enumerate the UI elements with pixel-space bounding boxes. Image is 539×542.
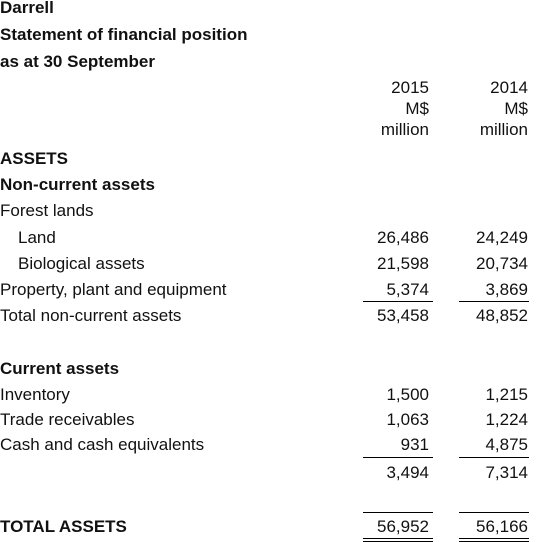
total-assets-label: TOTAL ASSETS [0, 517, 127, 536]
column-header-2015-year: 2015 [391, 78, 429, 97]
company-name: Darrell [0, 0, 54, 17]
total-assets-2014: 56,166 [476, 517, 528, 536]
row-inventory-label: Inventory [0, 385, 70, 404]
row-cash-2015: 931 [400, 435, 429, 454]
total-noncurrent-2014: 48,852 [476, 306, 528, 325]
row-land-label: Land [18, 228, 56, 247]
column-header-2014-currency: M$ [504, 99, 528, 118]
total-assets-2015: 56,952 [377, 517, 429, 536]
assets-heading: ASSETS [0, 149, 69, 168]
row-biological-2014: 20,734 [476, 254, 528, 273]
row-biological-label: Biological assets [18, 254, 145, 273]
row-biological-2015: 21,598 [377, 254, 429, 273]
row-inventory-2015: 1,500 [386, 385, 429, 404]
column-header-2014-unit: million [479, 120, 528, 139]
current-subtotal-2014: 7,314 [485, 463, 528, 482]
noncurrent-heading: Non-current assets [0, 175, 155, 194]
rule-noncurrent-2015 [363, 301, 433, 302]
total-noncurrent-2015: 53,458 [377, 306, 429, 325]
row-receivables-2015: 1,063 [386, 410, 429, 429]
current-heading: Current assets [0, 359, 120, 378]
total-noncurrent-label: Total non-current assets [0, 306, 182, 325]
row-receivables-2014: 1,224 [485, 410, 528, 429]
row-cash-2014: 4,875 [485, 435, 528, 454]
rule-current-2014 [459, 457, 529, 458]
rule-total-top-2014 [459, 512, 529, 513]
rule-total-top-2015 [363, 512, 433, 513]
column-header-2015-currency: M$ [405, 99, 429, 118]
column-header-2015-unit: million [380, 120, 429, 139]
row-ppe-2014: 3,869 [485, 280, 528, 299]
double-rule-2015-a [363, 538, 433, 539]
forest-lands-label: Forest lands [0, 201, 94, 220]
current-subtotal-2015: 3,494 [386, 463, 429, 482]
rule-current-2015 [363, 457, 433, 458]
row-cash-label: Cash and cash equivalents [0, 435, 205, 454]
statement-title: Statement of financial position [0, 25, 248, 44]
row-receivables-label: Trade receivables [0, 410, 135, 429]
row-land-2014: 24,249 [476, 228, 528, 247]
row-ppe-2015: 5,374 [386, 280, 429, 299]
row-inventory-2014: 1,215 [485, 385, 528, 404]
column-header-2014-year: 2014 [490, 78, 528, 97]
double-rule-2014-a [459, 538, 529, 539]
row-ppe-label: Property, plant and equipment [0, 280, 227, 299]
rule-noncurrent-2014 [459, 301, 529, 302]
statement-date: as at 30 September [0, 52, 155, 71]
row-land-2015: 26,486 [377, 228, 429, 247]
